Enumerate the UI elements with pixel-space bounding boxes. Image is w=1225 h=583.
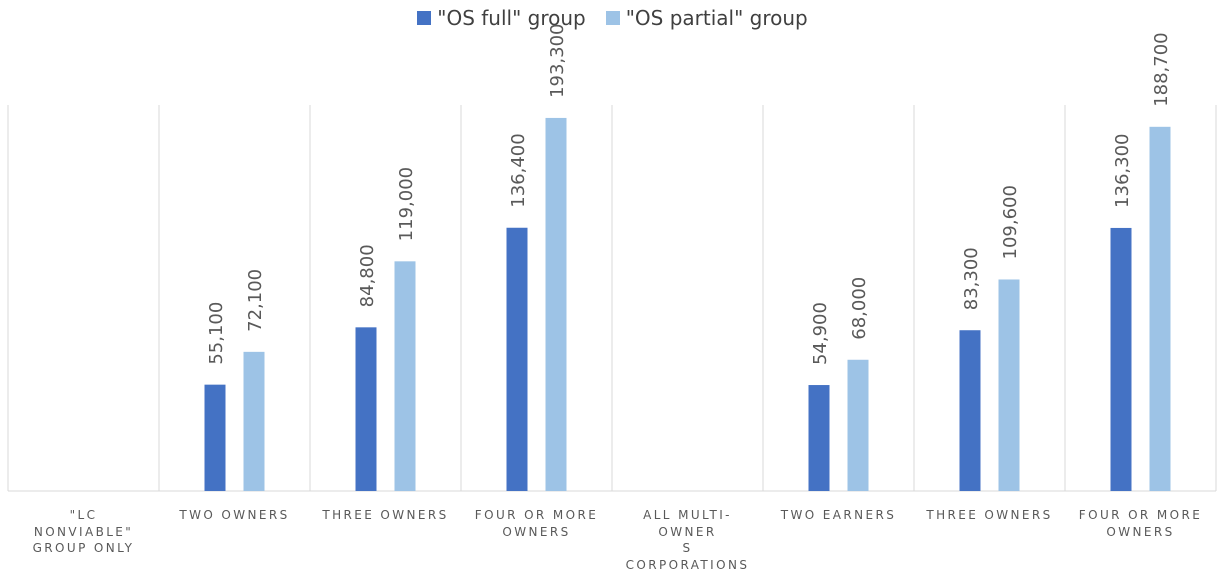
bar bbox=[847, 359, 869, 491]
category-label: FOUR OR MORE OWNERS bbox=[474, 508, 599, 539]
category-label: TWO EARNERS bbox=[780, 508, 897, 522]
data-label: 83,300 bbox=[961, 247, 982, 310]
category-label: THREE OWNERS bbox=[926, 508, 1053, 522]
category-label: FOUR OR MORE OWNERS bbox=[1078, 508, 1203, 539]
data-label: 119,000 bbox=[396, 167, 417, 241]
bar bbox=[506, 227, 528, 492]
data-label: 54,900 bbox=[810, 302, 831, 365]
data-label: 55,100 bbox=[206, 302, 227, 365]
data-label: 72,100 bbox=[245, 269, 266, 332]
legend-label-os-partial: "OS partial" group bbox=[625, 6, 808, 30]
data-label: 188,700 bbox=[1151, 32, 1172, 106]
category-label: ALL MULTI- OWNER S CORPORATIONS bbox=[625, 508, 750, 572]
bar bbox=[998, 279, 1020, 491]
bar bbox=[808, 385, 830, 491]
legend-item-os-full: "OS full" group bbox=[417, 6, 586, 30]
legend-swatch-os-full bbox=[417, 11, 432, 25]
data-label: 136,300 bbox=[1112, 134, 1133, 208]
category-label: THREE OWNERS bbox=[322, 508, 449, 522]
legend: "OS full" group "OS partial" group bbox=[0, 6, 1225, 30]
bar bbox=[355, 327, 377, 491]
bar bbox=[394, 261, 416, 491]
legend-label-os-full: "OS full" group bbox=[437, 6, 586, 30]
bar bbox=[204, 384, 226, 491]
category-label: TWO OWNERS bbox=[179, 508, 290, 522]
bar bbox=[1110, 227, 1132, 492]
data-label: 136,400 bbox=[508, 133, 529, 207]
bar bbox=[959, 330, 981, 491]
data-label: 84,800 bbox=[357, 244, 378, 307]
category-label: "LC NONVIABLE" GROUP ONLY bbox=[32, 508, 135, 555]
legend-swatch-os-partial bbox=[605, 11, 620, 25]
data-label: 109,600 bbox=[1000, 185, 1021, 259]
legend-item-os-partial: "OS partial" group bbox=[605, 6, 808, 30]
data-label: 68,000 bbox=[849, 277, 870, 340]
data-label: 193,300 bbox=[547, 23, 568, 97]
bar bbox=[545, 117, 567, 491]
bar bbox=[1149, 126, 1171, 492]
bar bbox=[243, 351, 265, 491]
